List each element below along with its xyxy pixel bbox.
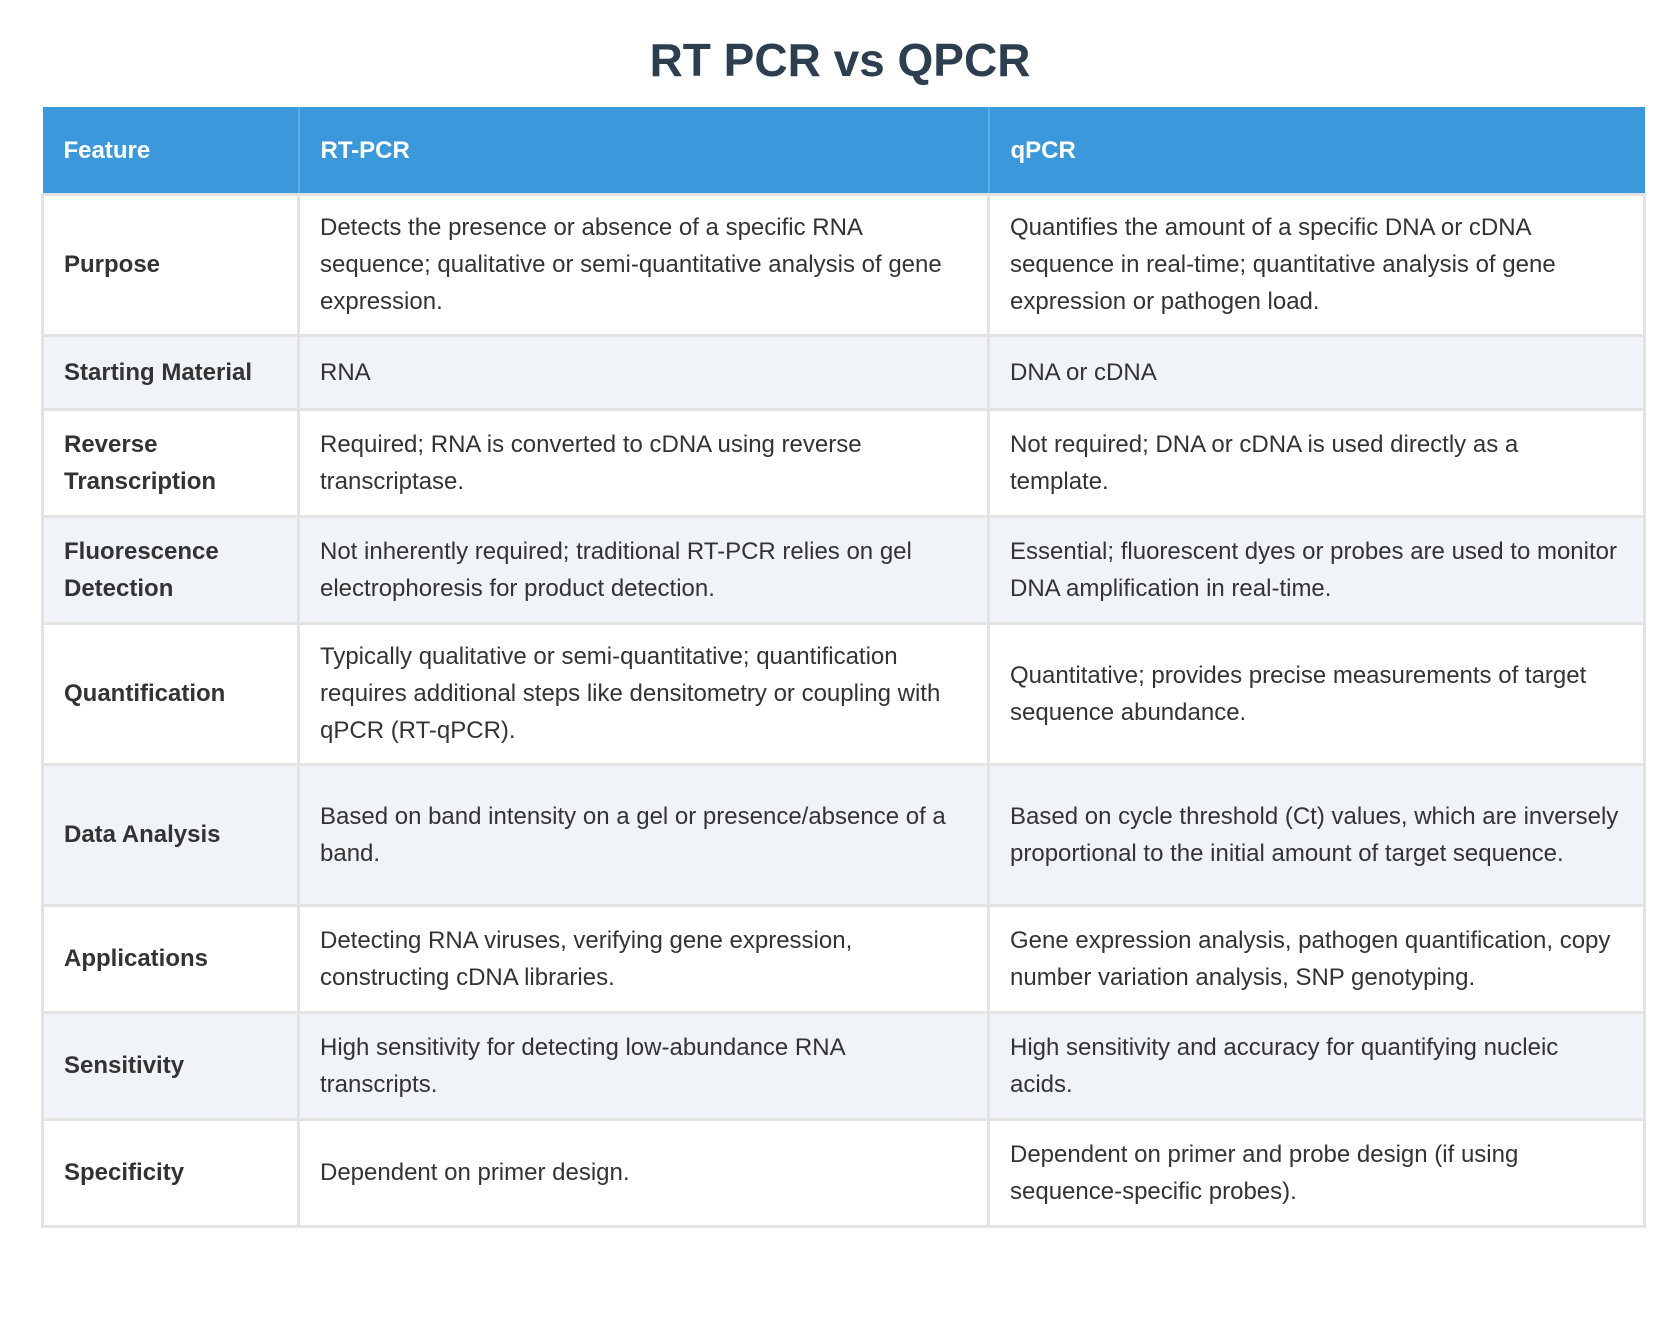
qpcr-cell: Essential; fluorescent dyes or probes ar…: [987, 515, 1646, 625]
rt-pcr-cell: Typically qualitative or semi-quantitati…: [297, 622, 990, 766]
comparison-table: Feature RT-PCR qPCR Purpose Detects the …: [41, 107, 1646, 1228]
table-row: Starting Material RNA DNA or cDNA: [41, 334, 1646, 411]
table-row: Fluorescence Detection Not inherently re…: [41, 515, 1646, 625]
page-title: RT PCR vs QPCR: [649, 34, 1031, 86]
feature-cell: Applications: [41, 904, 300, 1014]
feature-cell: Quantification: [41, 622, 300, 766]
feature-cell: Starting Material: [41, 334, 300, 411]
qpcr-cell: Based on cycle threshold (Ct) values, wh…: [987, 763, 1646, 907]
header-row: Feature RT-PCR qPCR: [42, 107, 1645, 196]
rt-pcr-cell: Based on band intensity on a gel or pres…: [297, 763, 990, 907]
qpcr-cell: Gene expression analysis, pathogen quant…: [987, 904, 1646, 1014]
header-qpcr: qPCR: [988, 107, 1645, 196]
table-row: Specificity Dependent on primer design. …: [41, 1118, 1646, 1228]
table-body: Purpose Detects the presence or absence …: [41, 193, 1646, 1228]
header-feature: Feature: [42, 107, 300, 196]
feature-cell: Specificity: [41, 1118, 300, 1228]
rt-pcr-cell: Detecting RNA viruses, verifying gene ex…: [297, 904, 990, 1014]
feature-cell: Reverse Transcription: [41, 408, 300, 518]
feature-cell: Sensitivity: [41, 1011, 300, 1121]
qpcr-cell: Not required; DNA or cDNA is used direct…: [987, 408, 1646, 518]
table-header: Feature RT-PCR qPCR: [42, 107, 1645, 196]
feature-cell: Data Analysis: [41, 763, 300, 907]
rt-pcr-cell: Detects the presence or absence of a spe…: [297, 193, 990, 337]
qpcr-cell: DNA or cDNA: [987, 334, 1646, 411]
qpcr-cell: High sensitivity and accuracy for quanti…: [987, 1011, 1646, 1121]
rt-pcr-cell: Not inherently required; traditional RT-…: [297, 515, 990, 625]
rt-pcr-cell: High sensitivity for detecting low-abund…: [297, 1011, 990, 1121]
feature-cell: Purpose: [41, 193, 300, 337]
table-row: Applications Detecting RNA viruses, veri…: [41, 904, 1646, 1014]
header-rt-pcr: RT-PCR: [298, 107, 990, 196]
table-row: Purpose Detects the presence or absence …: [41, 193, 1646, 337]
rt-pcr-cell: Required; RNA is converted to cDNA using…: [297, 408, 990, 518]
table-row: Data Analysis Based on band intensity on…: [41, 763, 1646, 907]
table-row: Sensitivity High sensitivity for detecti…: [41, 1011, 1646, 1121]
qpcr-cell: Dependent on primer and probe design (if…: [987, 1118, 1646, 1228]
qpcr-cell: Quantitative; provides precise measureme…: [987, 622, 1646, 766]
table-row: Quantification Typically qualitative or …: [41, 622, 1646, 766]
table-row: Reverse Transcription Required; RNA is c…: [41, 408, 1646, 518]
feature-cell: Fluorescence Detection: [41, 515, 300, 625]
rt-pcr-cell: Dependent on primer design.: [297, 1118, 990, 1228]
qpcr-cell: Quantifies the amount of a specific DNA …: [987, 193, 1646, 337]
rt-pcr-cell: RNA: [297, 334, 990, 411]
